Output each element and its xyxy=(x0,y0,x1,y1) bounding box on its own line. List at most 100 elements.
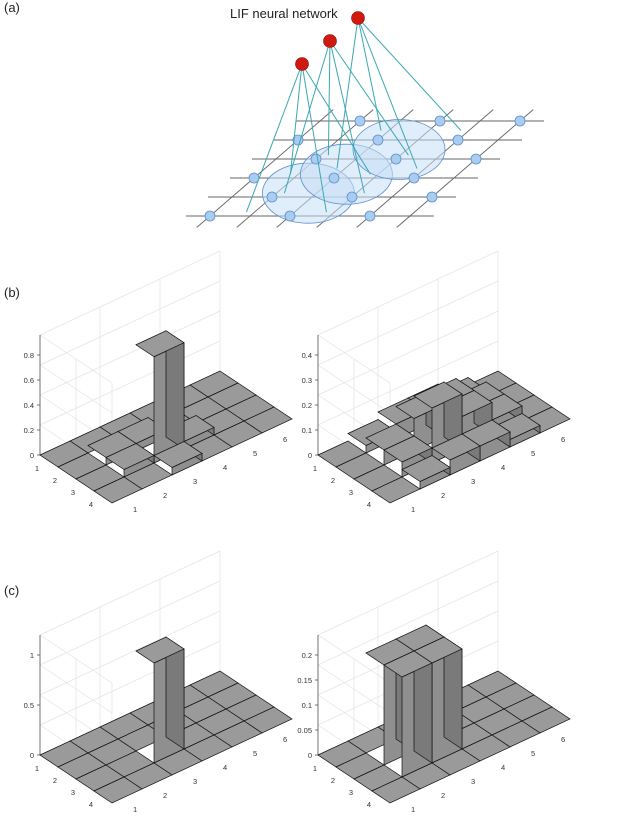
receptive-field xyxy=(352,119,446,180)
grid-line xyxy=(317,280,499,366)
input-node xyxy=(328,172,340,184)
col-tick-label: 4 xyxy=(223,763,227,772)
input-node xyxy=(470,153,482,165)
row-tick-label: 2 xyxy=(53,476,57,485)
input-node xyxy=(266,191,278,203)
bar-top xyxy=(431,433,481,461)
input-nodes xyxy=(204,115,526,222)
grid-line xyxy=(39,610,221,696)
col-tick-label: 5 xyxy=(253,449,257,458)
z-tick-label: 0.2 xyxy=(302,401,312,410)
input-node xyxy=(284,210,296,222)
connection-line xyxy=(336,17,359,169)
z-tick-label: 0 xyxy=(30,451,34,460)
col-tick-label: 6 xyxy=(561,735,565,744)
col-tick-label: 6 xyxy=(283,435,287,444)
z-tick-label: 0.2 xyxy=(302,651,312,660)
col-tick-label: 1 xyxy=(133,505,137,514)
input-node xyxy=(364,210,376,222)
output-neuron xyxy=(351,11,365,25)
col-tick-label: 2 xyxy=(441,791,445,800)
col-tick-label: 2 xyxy=(163,791,167,800)
input-node xyxy=(434,115,446,127)
grid-line xyxy=(317,310,499,396)
col-tick-label: 2 xyxy=(441,491,445,500)
grid-line xyxy=(39,580,221,666)
chart-b-right: 0 0.1 0.2 0.3 0.4 1 2 3 4 1 2 3 4 5 6 xyxy=(302,250,571,514)
connection-line xyxy=(329,40,365,194)
receptive-fields xyxy=(261,119,446,224)
connection-line xyxy=(301,63,327,213)
bar-top xyxy=(93,776,143,804)
col-tick-label: 4 xyxy=(223,463,227,472)
connections xyxy=(245,17,462,213)
input-node xyxy=(204,210,216,222)
z-tick-label: 0.8 xyxy=(24,351,34,360)
bar-top xyxy=(135,330,185,358)
connection-line xyxy=(327,40,331,156)
col-tick-label: 4 xyxy=(501,763,505,772)
row-tick-label: 3 xyxy=(71,788,75,797)
lif-network-diagram: LIF neural network xyxy=(186,6,544,228)
input-node xyxy=(514,115,526,127)
row-tick-label: 4 xyxy=(367,500,371,509)
bar-top xyxy=(153,441,203,468)
bar-top xyxy=(135,636,185,664)
col-tick-label: 1 xyxy=(133,805,137,814)
row-tick-label: 2 xyxy=(331,476,335,485)
connection-line xyxy=(357,17,418,169)
bar-top xyxy=(383,650,433,678)
input-node xyxy=(452,134,464,146)
z-tick-label: 0.05 xyxy=(297,726,312,735)
chart-c-right: 0 0.05 0.1 0.15 0.2 1 2 3 4 1 2 3 4 5 6 xyxy=(297,550,571,814)
input-node xyxy=(408,172,420,184)
output-neurons xyxy=(295,11,365,71)
row-tick-label: 1 xyxy=(313,464,317,473)
connection-line xyxy=(357,17,382,131)
grid-line xyxy=(39,280,221,366)
z-tick-label: 0.4 xyxy=(24,401,34,410)
bar-top xyxy=(401,455,451,482)
connection-line xyxy=(329,40,409,156)
grid-line xyxy=(196,109,334,228)
z-tick-label: 1 xyxy=(30,651,34,660)
grid-line xyxy=(317,340,499,426)
col-tick-label: 3 xyxy=(471,477,475,486)
row-tick-label: 1 xyxy=(313,764,317,773)
col-tick-label: 2 xyxy=(163,491,167,500)
grid-line xyxy=(39,310,221,396)
chart-b-left: 0 0.2 0.4 0.6 0.8 1 2 3 4 1 2 3 4 5 6 xyxy=(24,250,293,514)
col-tick-label: 3 xyxy=(471,777,475,786)
panel-label-a: (a) xyxy=(4,0,20,15)
output-neuron xyxy=(323,34,337,48)
col-tick-label: 5 xyxy=(531,449,535,458)
z-tick-label: 0.15 xyxy=(297,676,312,685)
z-tick-label: 0.2 xyxy=(24,426,34,435)
bar-top xyxy=(371,776,421,804)
row-tick-label: 2 xyxy=(331,776,335,785)
z-tick-label: 0.1 xyxy=(302,701,312,710)
panel-label-c: (c) xyxy=(4,583,20,598)
z-tick-label: 0.1 xyxy=(302,426,312,435)
grid-line xyxy=(317,250,499,336)
grid-line xyxy=(396,109,534,228)
output-neuron xyxy=(295,57,309,71)
row-tick-label: 2 xyxy=(53,776,57,785)
row-tick-label: 4 xyxy=(367,800,371,809)
col-tick-label: 5 xyxy=(253,749,257,758)
bar-top xyxy=(371,476,421,504)
z-tick-label: 0 xyxy=(308,751,312,760)
grid-line xyxy=(317,550,499,636)
connection-line xyxy=(289,63,303,175)
col-tick-label: 3 xyxy=(193,777,197,786)
input-node xyxy=(354,115,366,127)
bar-top xyxy=(93,476,143,504)
z-tick-label: 0.3 xyxy=(302,376,312,385)
col-tick-label: 6 xyxy=(283,735,287,744)
row-tick-label: 4 xyxy=(89,500,93,509)
row-tick-label: 3 xyxy=(71,488,75,497)
col-tick-label: 5 xyxy=(531,749,535,758)
z-tick-label: 0 xyxy=(30,751,34,760)
input-node xyxy=(346,191,358,203)
